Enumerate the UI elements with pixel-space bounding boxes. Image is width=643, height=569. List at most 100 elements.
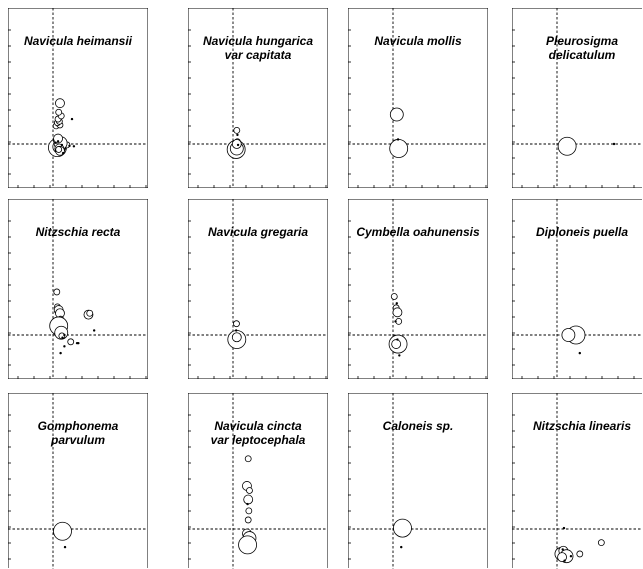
data-point [562,526,566,530]
scatter-panel: Navicula mollis [348,8,488,188]
data-point [236,133,239,137]
panel-title: var leptocephala [211,433,306,447]
data-point [55,146,63,153]
panel-title: Caloneis sp. [383,419,454,433]
data-point [63,345,66,348]
panel-title: parvulum [50,433,105,447]
data-point [77,341,80,345]
data-points [388,293,408,357]
data-point [612,142,616,146]
data-point [54,141,57,144]
data-point [391,339,402,349]
scatter-panel: Diploneis puella [512,199,642,379]
data-point [394,320,397,323]
panel-title: Gomphonema [38,419,119,433]
data-point [398,354,401,357]
data-points [53,521,72,549]
data-point [246,487,253,494]
data-point [234,329,238,332]
data-point [233,320,240,328]
data-point [557,552,567,563]
panel-title: Navicula cincta [214,419,302,433]
panel-title: Nitzschia linearis [533,419,631,433]
data-point [561,548,564,551]
data-point [392,307,403,318]
data-point [56,140,60,143]
panel-title: Navicula hungarica [203,34,313,48]
data-point [245,507,253,515]
data-point [244,455,252,463]
data-point [400,545,403,549]
data-point [389,107,404,122]
data-point [393,518,412,538]
data-point [53,521,72,541]
data-point [569,555,573,558]
data-point [55,98,65,109]
data-points [48,98,76,158]
data-point [63,545,67,549]
data-point [390,293,398,300]
data-point [396,338,399,341]
scatter-panel: Navicula heimansii [8,8,148,188]
data-points [238,455,257,555]
data-point [246,502,249,506]
data-point [53,133,63,144]
data-point [60,143,64,147]
data-points [393,518,412,549]
panel-title: var capitata [225,48,292,62]
data-point [389,139,409,158]
data-point [72,145,76,148]
data-point [561,328,576,342]
data-point [557,136,577,156]
data-point [68,144,71,148]
data-point [70,117,74,121]
data-points [557,136,616,156]
data-point [61,336,64,339]
data-point [563,559,566,562]
data-point [53,288,61,296]
data-point [238,535,257,555]
data-point [236,143,240,147]
data-point [597,539,605,546]
panel-title: Cymbella oahunensis [356,225,480,239]
data-point [244,516,252,524]
scatter-panel: Cymbella oahunensis [348,199,488,379]
panel-title: Navicula heimansii [24,34,133,48]
data-point [61,151,65,155]
data-point [59,351,62,355]
panel-title: Navicula gregaria [208,225,308,239]
data-point [63,333,66,337]
data-point [55,108,63,116]
data-point [396,138,400,141]
data-point [243,494,254,505]
scatter-panel: Navicula gregaria [188,199,328,379]
panel-title: Navicula mollis [374,34,462,48]
data-point [395,302,398,305]
data-point [231,332,242,343]
scatter-panel: Caloneis sp. [348,393,488,569]
data-point [576,550,584,558]
panel-title: delicatulum [549,48,616,62]
data-points [227,320,247,349]
data-point [92,329,96,332]
panel-title: Pleurosigma [546,34,618,48]
panel-title: Diploneis puella [536,225,628,239]
data-points [389,107,409,158]
data-point [233,126,241,134]
data-point [578,351,581,355]
data-points [561,325,586,355]
scatter-panel: Nitzschia linearis [512,393,642,569]
data-point [86,309,94,317]
data-points [226,126,246,159]
data-point [231,139,242,149]
scatter-panel: Nitzschia recta [8,199,148,379]
panel-title: Nitzschia recta [36,225,121,239]
data-points [49,288,96,355]
data-point [67,338,75,346]
data-points [554,526,605,564]
